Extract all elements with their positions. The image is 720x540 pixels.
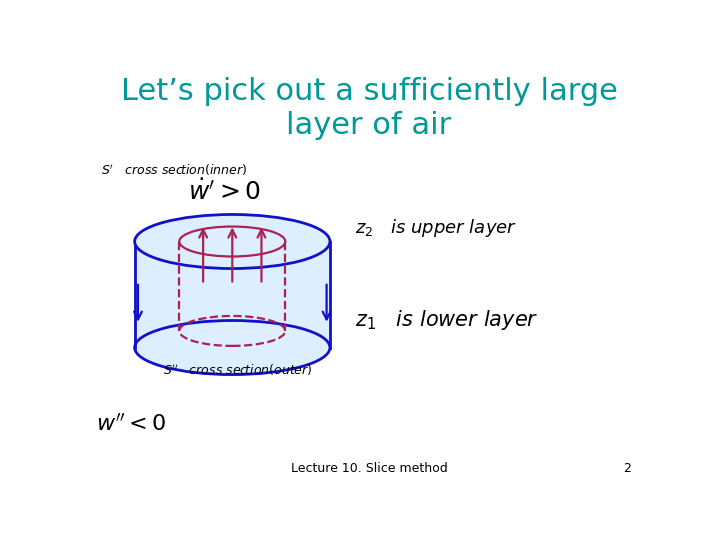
- Ellipse shape: [135, 321, 330, 375]
- Text: Lecture 10. Slice method: Lecture 10. Slice method: [291, 462, 447, 475]
- Text: 2: 2: [624, 462, 631, 475]
- Text: $z_1$   $is\ lower\ layer$: $z_1$ $is\ lower\ layer$: [355, 308, 539, 332]
- Text: Let’s pick out a sufficiently large
layer of air: Let’s pick out a sufficiently large laye…: [120, 77, 618, 140]
- Text: $w'' < 0$: $w'' < 0$: [96, 414, 166, 436]
- Text: $S'$   $cross\ sec\!tion(inner)$: $S'$ $cross\ sec\!tion(inner)$: [101, 163, 247, 178]
- Text: $\dot{w}' > 0$: $\dot{w}' > 0$: [188, 179, 261, 205]
- Polygon shape: [135, 241, 330, 348]
- Ellipse shape: [135, 214, 330, 268]
- Text: $S''$   $cross\ sec\!tion(outer)$: $S''$ $cross\ sec\!tion(outer)$: [163, 362, 312, 377]
- Text: $z_2$   $is\ upper\ layer$: $z_2$ $is\ upper\ layer$: [355, 217, 517, 239]
